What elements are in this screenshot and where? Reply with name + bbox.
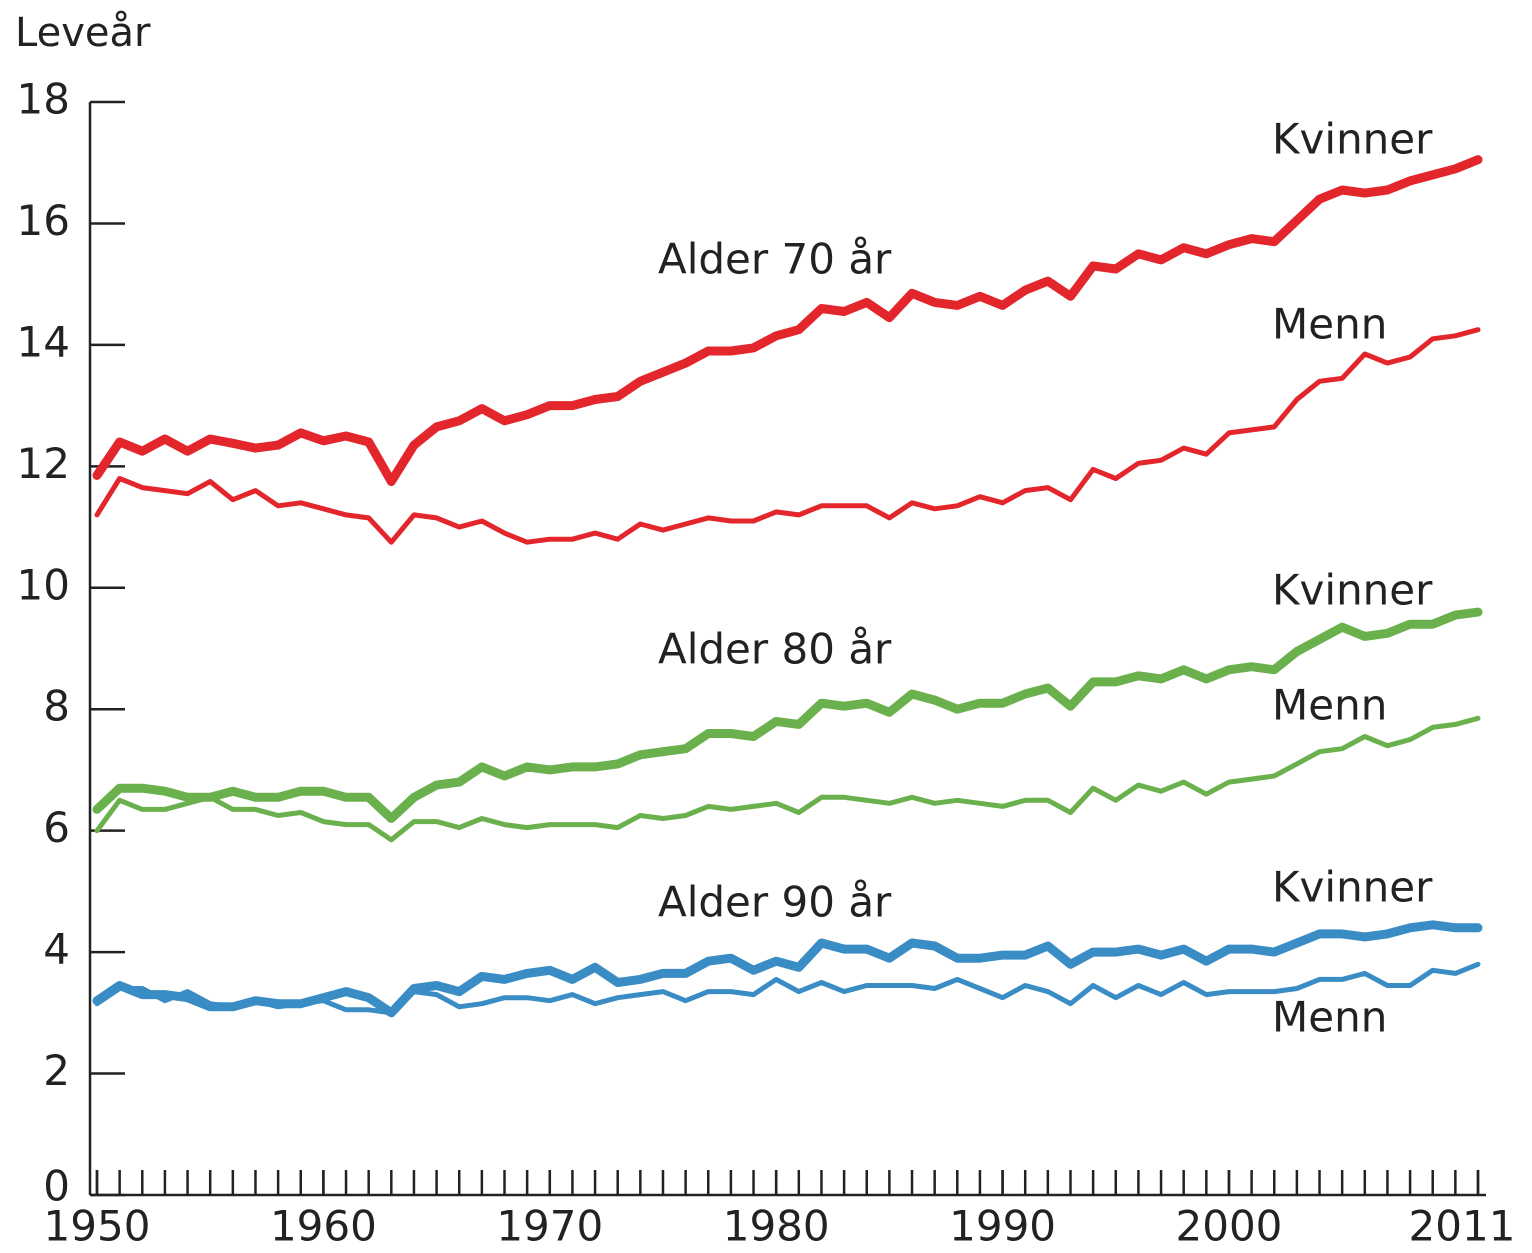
y-tick-label: 2 bbox=[43, 1046, 70, 1095]
annotation: Alder 90 år bbox=[658, 878, 892, 927]
x-tick-label: 1960 bbox=[270, 1202, 377, 1251]
x-tick-label: 1980 bbox=[723, 1202, 830, 1251]
series-label: Menn bbox=[1272, 993, 1387, 1042]
y-tick-label: 10 bbox=[17, 560, 70, 609]
y-tick-label: 14 bbox=[17, 317, 70, 366]
x-tick-label: 1990 bbox=[949, 1202, 1056, 1251]
series-line bbox=[94, 961, 1481, 1016]
series-label: Kvinner bbox=[1272, 115, 1433, 164]
y-tick-label: 0 bbox=[43, 1162, 70, 1211]
annotation: Alder 80 år bbox=[658, 625, 892, 674]
y-tick-label: 18 bbox=[17, 75, 70, 124]
series-line bbox=[92, 155, 1483, 486]
y-tick-label: 16 bbox=[17, 196, 70, 245]
series-line bbox=[92, 607, 1483, 823]
series-label: Kvinner bbox=[1272, 566, 1433, 615]
series-label: Kvinner bbox=[1272, 863, 1433, 912]
x-tick-label: 2000 bbox=[1176, 1202, 1283, 1251]
x-tick-label: 1970 bbox=[496, 1202, 603, 1251]
series-line bbox=[92, 920, 1483, 1018]
y-axis-label: Leveår bbox=[15, 10, 151, 56]
series-line bbox=[94, 715, 1481, 843]
x-tick-label: 2011 bbox=[1409, 1202, 1516, 1251]
y-tick-label: 12 bbox=[17, 439, 70, 488]
y-tick-label: 8 bbox=[43, 682, 70, 731]
series-line bbox=[94, 327, 1481, 545]
series-label: Menn bbox=[1272, 300, 1387, 349]
series-label: Menn bbox=[1272, 681, 1387, 730]
x-tick-label: 1950 bbox=[44, 1202, 151, 1251]
y-tick-label: 6 bbox=[43, 803, 70, 852]
annotation: Alder 70 år bbox=[658, 235, 892, 284]
y-tick-label: 4 bbox=[43, 925, 70, 974]
